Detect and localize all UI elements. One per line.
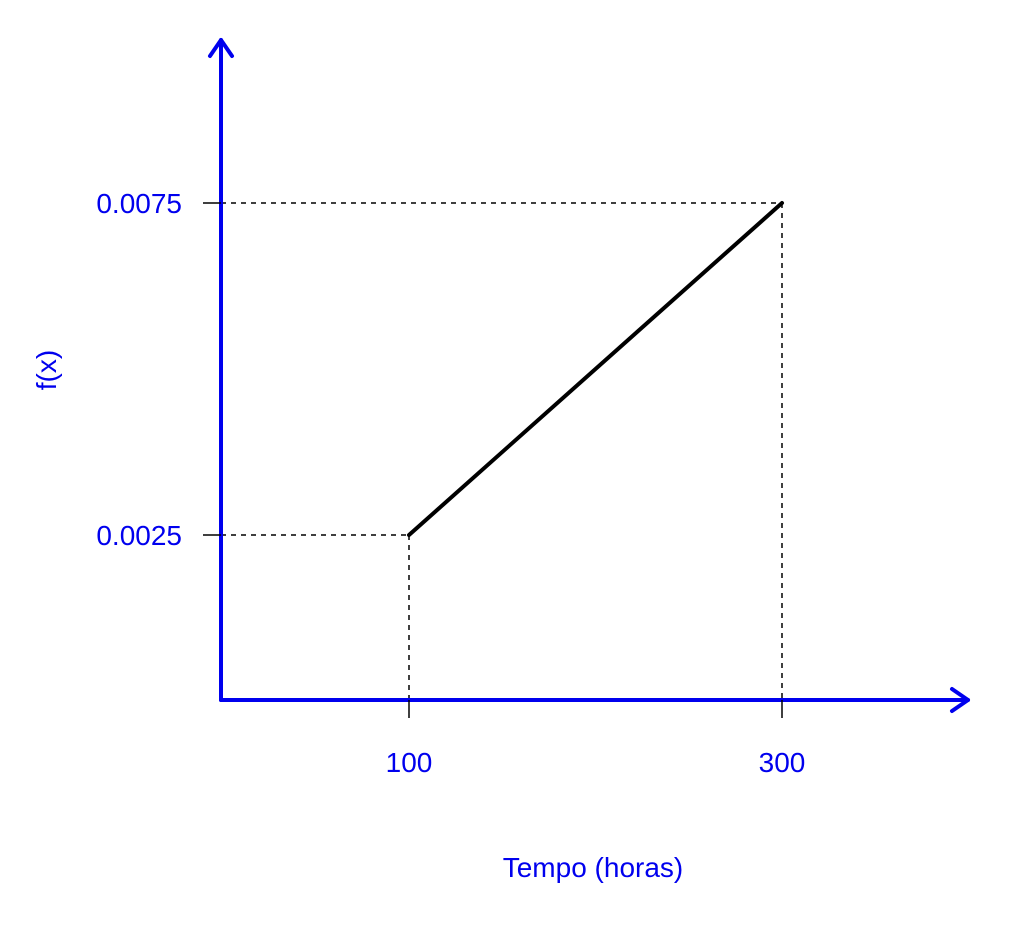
x-tick-label: 100 [386, 747, 433, 778]
density-line [407, 201, 784, 537]
x-axis-title: Tempo (horas) [503, 852, 684, 883]
y-tick-label: 0.0025 [96, 520, 182, 551]
y-axis-title: f(x) [31, 350, 62, 390]
y-axis-arrowhead [208, 38, 234, 58]
y-tick-label: 0.0075 [96, 188, 182, 219]
x-tick-label: 300 [759, 747, 806, 778]
x-axis-arrowhead [950, 687, 970, 713]
y-ticks: 0.0025 0.0075 [96, 188, 221, 551]
series-layer [407, 201, 784, 537]
reference-lines [221, 202, 783, 700]
x-ticks: 100 300 [386, 700, 806, 778]
